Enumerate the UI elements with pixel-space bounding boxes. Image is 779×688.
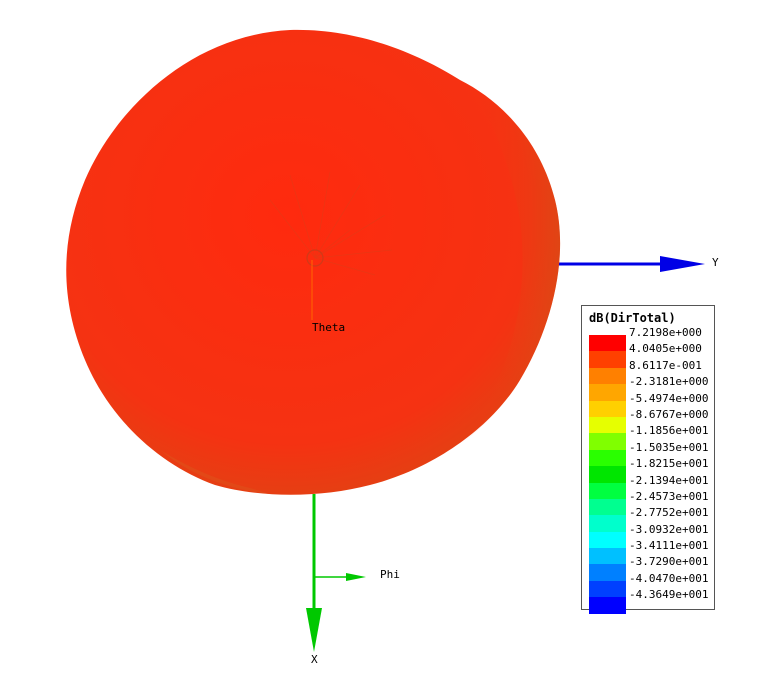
legend-value: -2.7752e+001 [629,506,709,520]
legend-swatch [589,335,626,352]
legend-value: -2.3181e+000 [629,375,709,389]
legend-value: -1.8215e+001 [629,457,709,471]
theta-label: Theta [312,321,345,334]
legend-swatch [589,367,626,385]
legend-swatch [589,400,626,417]
radiation-lobe [66,29,561,495]
lobe-mesh-pattern [269,171,393,276]
x-axis-label: X [311,653,318,666]
legend-swatch [589,416,626,434]
y-axis-arrowhead [660,256,705,272]
legend-value: -3.0932e+001 [629,522,709,536]
lobe-pole-ring [306,249,324,267]
legend-swatch [589,449,626,467]
legend-swatch [589,564,626,581]
legend-value: -3.4111e+001 [629,539,709,553]
legend-value: -2.4573e+001 [629,489,709,503]
legend-value: -2.1394e+001 [629,473,709,487]
legend-value: 8.6117e-001 [629,358,702,372]
phi-indicator: Phi [314,568,400,581]
phi-arrowhead [346,573,366,581]
legend-value: 4.0405e+000 [629,342,702,356]
legend-swatch [589,597,626,614]
lobe-surface [66,29,561,495]
x-axis: X [306,494,322,666]
legend-value: -8.6767e+000 [629,407,709,421]
legend-swatch [589,482,626,499]
phi-label: Phi [380,568,400,581]
legend-swatch [589,351,626,368]
legend-value: -1.5035e+001 [629,440,709,454]
y-axis-label: Y [712,256,719,269]
legend-swatch [589,384,626,401]
legend-swatch [589,548,626,565]
x-axis-arrowhead [306,608,322,652]
legend-swatch [589,531,626,549]
legend-swatch [589,466,626,483]
legend-value: 7.2198e+000 [629,326,702,339]
legend-value: -4.3649e+001 [629,588,709,602]
legend-value: -5.4974e+000 [629,391,709,405]
legend-title: dB(DirTotal) [589,311,676,325]
legend-swatch [589,433,626,450]
legend-value: -1.1856e+001 [629,424,709,438]
lobe-rim-shading [460,80,561,445]
legend-swatch [589,515,626,532]
color-legend: dB(DirTotal) 7.2198e+000 4.0405e+000 8.611… [581,305,715,614]
legend-swatch [589,498,626,516]
legend-value: -3.7290e+001 [629,555,709,569]
legend-swatch [589,580,626,598]
legend-value: -4.0470e+001 [629,571,709,585]
theta-indicator: Theta [311,260,345,334]
